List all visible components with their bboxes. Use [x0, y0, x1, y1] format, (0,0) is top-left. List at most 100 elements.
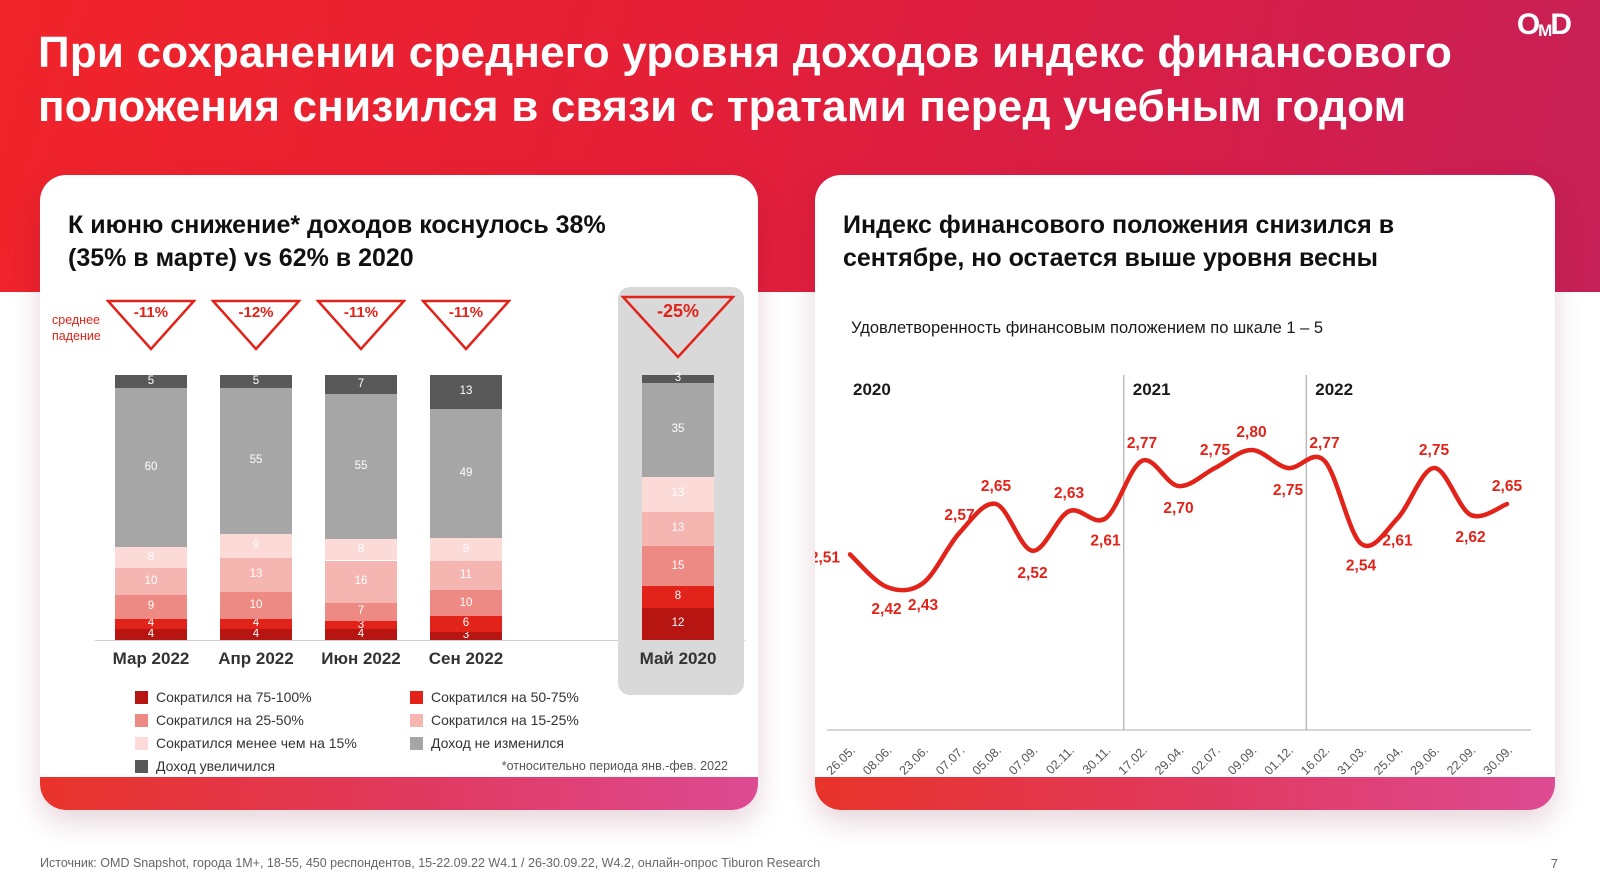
legend-label: Сократился на 50-75%: [431, 689, 579, 705]
bar-segment-value: 8: [147, 551, 155, 564]
index-line-chart: 2020 2021 2022 2,51 2,42 2,43 2,57 2,65 2,52 2,63…: [815, 375, 1531, 778]
point-label: 2,70: [1163, 500, 1193, 517]
bar-segment: 9: [115, 594, 187, 619]
page-title-line: При сохранении среднего уровня доходов и…: [38, 28, 1453, 77]
bar-segment-value: 7: [357, 377, 365, 390]
bar-segment-value: 9: [462, 542, 470, 555]
bar-segment-value: 4: [252, 627, 260, 640]
bar-segment-value: 4: [147, 617, 155, 630]
legend-label: Сократился на 75-100%: [156, 689, 312, 705]
triangle-icon: [211, 299, 301, 351]
point-label: 2,75: [1419, 442, 1450, 459]
bar-segment-value: 4: [147, 627, 155, 640]
avg-drop-value: -11%: [133, 304, 169, 321]
legend-swatch: [410, 736, 423, 750]
point-label: 2,43: [908, 597, 939, 614]
point-label: 2,54: [1346, 558, 1377, 575]
point-label: 2,65: [1492, 478, 1523, 495]
point-label: 2,42: [871, 601, 901, 618]
bar-segment: 60: [115, 388, 187, 548]
bar-segment-value: 5: [147, 374, 155, 387]
bar-segment: 4: [115, 617, 187, 630]
legend-label: Доход не изменился: [431, 735, 565, 751]
bar-segment: 8: [115, 547, 187, 569]
avg-drop-value: -25%: [656, 301, 700, 321]
bar-segment: 4: [325, 627, 397, 640]
point-label: 2,57: [944, 507, 974, 524]
legend-item: Сократился на 50-75%: [410, 689, 579, 705]
right-card-title: Индекс финансового положения снизился в …: [843, 209, 1503, 274]
bar-segment-value: 10: [459, 596, 473, 609]
legend-label: Доход увеличился: [156, 758, 276, 774]
bar-segment-value: 8: [674, 590, 682, 603]
x-tick-label: 22.09.: [1444, 743, 1478, 777]
point-label: 2,62: [1455, 529, 1485, 546]
bar-segment: 16: [325, 560, 397, 603]
x-tick-label: 09.09.: [1225, 743, 1259, 777]
point-label: 2,77: [1127, 435, 1157, 452]
bar-segment-value: 4: [357, 627, 365, 640]
bar-segment: 9: [220, 534, 292, 558]
point-label: 2,75: [1200, 442, 1231, 459]
point-label: 2,51: [815, 549, 840, 566]
financial-index-card: Индекс финансового положения снизился в …: [815, 175, 1555, 810]
bar-segment: 3: [642, 372, 714, 385]
bar-segment: 4: [115, 627, 187, 640]
year-label: 2021: [1133, 380, 1171, 399]
x-tick-label: 25.04.: [1371, 743, 1405, 777]
legend-swatch: [135, 713, 148, 727]
bar-segment-value: 13: [249, 568, 263, 581]
bar-segment-value: 15: [671, 559, 685, 572]
legend-item: Сократился на 25-50%: [135, 712, 304, 728]
avg-drop-value: -11%: [343, 304, 379, 321]
legend-swatch: [135, 759, 148, 773]
bar-segment-value: 13: [671, 522, 685, 535]
avg-drop-triangle: -11%: [106, 299, 196, 351]
page-number: 7: [1550, 856, 1558, 871]
bar-segment: 15: [642, 546, 714, 587]
bar-segment: 35: [642, 383, 714, 477]
avg-drop-triangle: -25%: [621, 295, 735, 359]
right-card-title-line: сентябре, но остается выше уровня весны: [843, 243, 1378, 272]
card-bottom-accent: [815, 777, 1555, 810]
triangle-icon: [106, 299, 196, 351]
bar-segment-value: 55: [354, 459, 368, 472]
bar-segment: 11: [430, 561, 502, 591]
triangle-icon: [316, 299, 406, 351]
bar-segment-value: 3: [674, 372, 682, 385]
bar-category-label: Мар 2022: [112, 649, 190, 668]
x-tick-label: 01.12.: [1262, 743, 1296, 777]
bar-segment: 8: [325, 539, 397, 561]
point-label: 2,75: [1273, 482, 1304, 499]
bar-segment-value: 49: [459, 466, 473, 479]
x-tick-label: 30.09.: [1481, 743, 1515, 777]
logo-letter-o: O: [1516, 8, 1541, 41]
legend-swatch: [135, 690, 148, 704]
page-title-line: положения снизился в связи с тратами пер…: [38, 81, 1407, 131]
x-tick-label: 31.03.: [1335, 743, 1369, 777]
bar-segment: 12: [642, 607, 714, 640]
legend-label: Сократился на 25-50%: [156, 712, 304, 728]
bar-category-label: Сен 2022: [428, 649, 504, 668]
x-tick-label: 16.02.: [1298, 743, 1332, 777]
legend-item: Доход не изменился: [410, 735, 564, 751]
x-tick-label: 29.06.: [1408, 743, 1442, 777]
bar-segment-value: 9: [147, 600, 155, 613]
logo-letter-m: M: [1538, 21, 1553, 40]
left-card-title-line: (35% в марте) vs 62% в 2020: [68, 243, 414, 272]
point-label: 2,61: [1090, 532, 1121, 549]
x-tick-label: 30.11.: [1080, 743, 1114, 777]
bar-segment: 49: [430, 409, 502, 538]
point-label: 2,63: [1054, 485, 1085, 502]
stacked-bar-chart: -11% 4 4 9 10 8 60 5 Мар 2022 -12% 4 4 10 13 9 55 5 Апр 2…: [40, 175, 758, 810]
legend-swatch: [410, 713, 423, 727]
bar-footnote: *относительно периода янв.-фев. 2022: [501, 759, 728, 773]
bar-segment-value: 3: [462, 629, 470, 642]
footer-source: Источник: OMD Snapshot, города 1M+, 18-5…: [40, 856, 821, 870]
point-label: 2,52: [1017, 565, 1047, 582]
x-tick-label: 05.08.: [970, 743, 1004, 777]
bar-segment-value: 5: [252, 374, 260, 387]
bar-segment: 10: [115, 568, 187, 595]
bar-segment-value: 60: [144, 461, 158, 473]
avg-drop-triangle: -11%: [421, 299, 511, 351]
